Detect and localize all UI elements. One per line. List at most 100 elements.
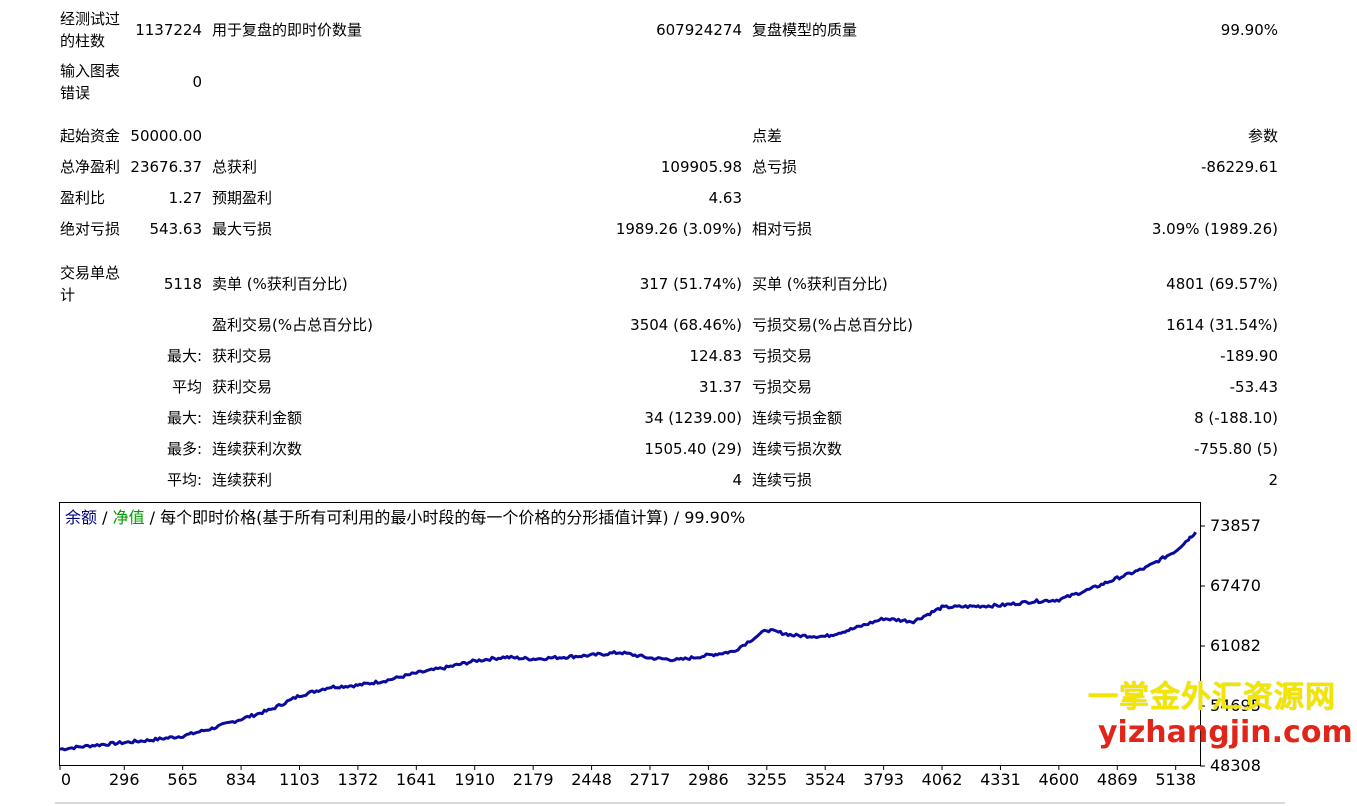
x-tick-label: 3255 — [746, 770, 788, 789]
long-trades-label: 买单 (%获利百分比) — [752, 275, 888, 293]
net-profit-value: 23676.37 — [130, 158, 202, 176]
profit-factor-label: 盈利比 — [60, 189, 106, 207]
total-trades-value: 5118 — [163, 275, 202, 293]
net-profit-label: 总净盈利 — [60, 158, 121, 176]
avg-consec-wins-value: 4 — [732, 471, 742, 489]
ticks-label: 用于复盘的即时价数量 — [212, 21, 363, 39]
mismatch-label: 输入图表错误 — [60, 62, 121, 102]
total-trades-label: 交易单总计 — [60, 264, 121, 304]
largest-profit-value: 124.83 — [689, 347, 743, 365]
y-tick-label: 61082 — [1210, 636, 1261, 655]
x-tick-label: 296 — [108, 770, 140, 789]
max-drawdown-value: 1989.26 (3.09%) — [615, 220, 742, 238]
x-tick-label: 1641 — [395, 770, 437, 789]
x-tick-label: 565 — [167, 770, 198, 789]
average-loss-label: 亏损交易 — [752, 378, 813, 396]
watermark-url: yizhangjin.com — [1098, 715, 1353, 750]
gross-loss-value: -86229.61 — [1201, 158, 1278, 176]
balance-legend: 余额 — [65, 508, 98, 527]
gross-profit-value: 109905.98 — [660, 158, 742, 176]
bars-tested-value: 1137224 — [135, 21, 202, 39]
avg-consec-losses-value: 2 — [1268, 471, 1278, 489]
x-tick-label: 1103 — [279, 770, 320, 789]
mismatch-value: 0 — [192, 73, 202, 91]
bars-tested-label: 经测试过的柱数 — [60, 10, 121, 50]
max-consec-label: 最大: — [166, 409, 202, 427]
avg-consec-label: 平均: — [166, 471, 202, 489]
abs-drawdown-label: 绝对亏损 — [60, 220, 121, 238]
balance-series-line — [59, 531, 1197, 752]
average-loss-value: -53.43 — [1229, 378, 1278, 396]
legend-separator: / — [97, 508, 113, 527]
y-tick-label: 54695 — [1210, 696, 1261, 715]
x-tick-label: 4600 — [1038, 770, 1080, 789]
average-profit-value: 31.37 — [699, 378, 742, 396]
profit-factor-value: 1.27 — [168, 189, 202, 207]
spread-label: 点差 — [752, 127, 783, 145]
max-consec-losses-label: 连续亏损金额 — [752, 409, 843, 427]
max-consec-losses-value: 8 (-188.10) — [1194, 409, 1278, 427]
gross-profit-label: 总获利 — [212, 158, 258, 176]
profit-trades-value: 3504 (68.46%) — [630, 316, 742, 334]
largest-profit-label: 获利交易 — [212, 347, 273, 365]
chart-header: 余额 / 净值 / 每个即时价格(基于所有可利用的最小时段的每一个价格的分形插值… — [65, 507, 745, 529]
y-tick-label: 48308 — [1210, 756, 1261, 775]
average-label: 平均 — [171, 378, 202, 396]
x-tick-label: 2448 — [571, 770, 612, 789]
most-consec-loss-value: -755.80 (5) — [1194, 440, 1278, 458]
short-trades-value: 317 (51.74%) — [639, 275, 742, 293]
x-tick-label: 3524 — [804, 770, 846, 789]
legend-separator: / — [144, 508, 161, 527]
y-tick-label: 73857 — [1210, 516, 1261, 535]
rel-drawdown-value: 3.09% (1989.26) — [1151, 220, 1278, 238]
expected-payoff-label: 预期盈利 — [212, 189, 273, 207]
deposit-value: 50000.00 — [130, 127, 202, 145]
profit-trades-label: 盈利交易(%占总百分比) — [212, 316, 373, 334]
gross-loss-label: 总亏损 — [752, 158, 798, 176]
deposit-label: 起始资金 — [60, 127, 121, 145]
quality-value: 99.90% — [1220, 21, 1278, 39]
x-tick-label: 1372 — [337, 770, 379, 789]
watermark-cn: 一掌金外汇资源网 — [1088, 680, 1336, 715]
largest-label: 最大: — [166, 347, 202, 365]
most-consec-profit-label: 连续获利次数 — [212, 440, 303, 458]
largest-loss-label: 亏损交易 — [752, 347, 813, 365]
rel-drawdown-label: 相对亏损 — [752, 220, 813, 238]
x-tick-label: 1910 — [454, 770, 496, 789]
equity-legend: 净值 — [112, 508, 145, 527]
balance-chart-frame — [59, 502, 1201, 766]
x-tick-label: 0 — [60, 770, 72, 789]
x-tick-label: 4869 — [1096, 770, 1138, 789]
model-description: 每个即时价格(基于所有可利用的最小时段的每一个价格的分形插值计算) / 99.9… — [160, 508, 746, 527]
largest-loss-value: -189.90 — [1220, 347, 1278, 365]
most-consec-profit-value: 1505.40 (29) — [644, 440, 742, 458]
x-tick-label: 4331 — [980, 770, 1021, 789]
avg-consec-losses-label: 连续亏损 — [752, 471, 813, 489]
x-tick-label: 3793 — [863, 770, 904, 789]
max-drawdown-label: 最大亏损 — [212, 220, 273, 238]
x-tick-label: 2986 — [688, 770, 729, 789]
loss-trades-value: 1614 (31.54%) — [1166, 316, 1278, 334]
y-tick-label: 67470 — [1210, 575, 1261, 595]
long-trades-value: 4801 (69.57%) — [1166, 275, 1278, 293]
short-trades-label: 卖单 (%获利百分比) — [212, 275, 348, 293]
x-tick-label: 2179 — [512, 770, 554, 789]
x-tick-label: 4062 — [921, 770, 963, 789]
avg-consec-wins-label: 连续获利 — [212, 471, 273, 489]
abs-drawdown-value: 543.63 — [149, 220, 203, 238]
max-consec-wins-value: 34 (1239.00) — [644, 409, 742, 427]
max-consec-wins-label: 连续获利金额 — [212, 409, 303, 427]
bottom-divider — [55, 802, 1285, 804]
quality-label: 复盘模型的质量 — [752, 21, 858, 39]
x-tick-label: 2717 — [629, 770, 671, 789]
expected-payoff-value: 4.63 — [708, 189, 742, 207]
x-tick-label: 834 — [225, 770, 257, 789]
most-consec-loss-label: 连续亏损次数 — [752, 440, 843, 458]
spread-value: 参数 — [1247, 127, 1278, 145]
most-consec-label: 最多: — [166, 440, 202, 458]
average-profit-label: 获利交易 — [212, 378, 273, 396]
ticks-value: 607924274 — [656, 21, 742, 39]
loss-trades-label: 亏损交易(%占总百分比) — [752, 316, 913, 334]
x-tick-label: 5138 — [1155, 770, 1197, 789]
